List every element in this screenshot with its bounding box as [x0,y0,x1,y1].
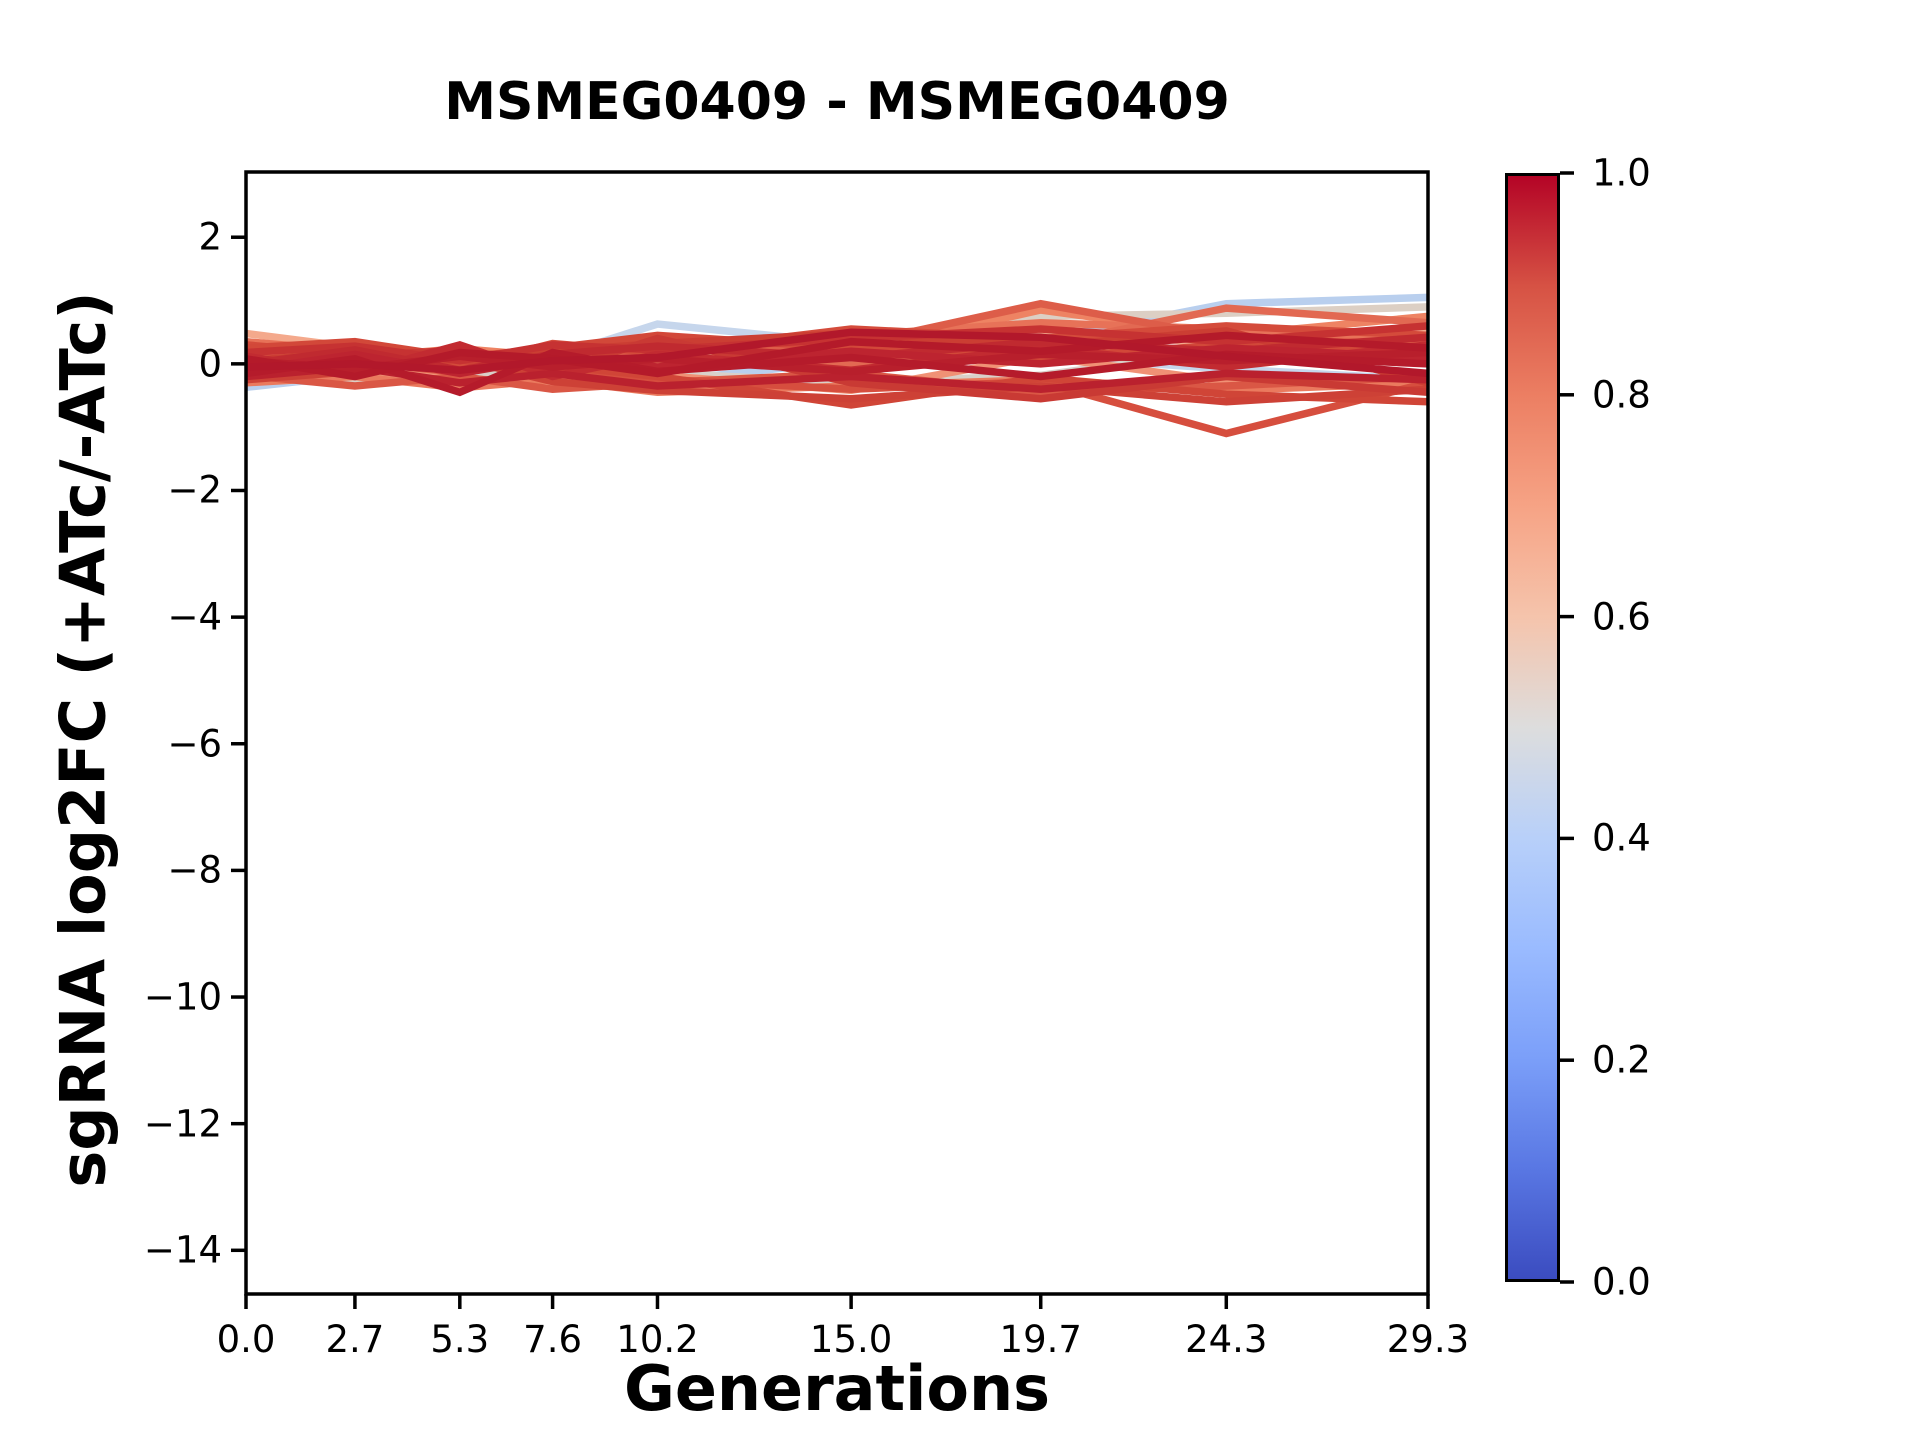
x-tick-label: 5.3 [430,1318,490,1361]
colorbar-tick-label: 0.2 [1592,1038,1651,1082]
colorbar-tick-label: 0.4 [1592,816,1651,860]
series-line [245,328,1429,378]
x-tick-label: 29.3 [1386,1318,1470,1361]
series-lines-group [245,293,1429,438]
y-tick-label: 2 [198,215,222,259]
axes-group [231,170,1574,1309]
x-tick-label: 0.0 [216,1318,276,1361]
x-tick-label: 10.2 [616,1318,699,1361]
y-tick-label: 0 [198,342,222,386]
y-tick-label: −2 [167,468,222,512]
y-tick-label: −4 [167,595,222,639]
x-tick-label: 2.7 [325,1318,385,1361]
x-tick-label: 24.3 [1185,1318,1268,1361]
chart-title: MSMEG0409 - MSMEG0409 [444,72,1230,132]
colorbar-tick-label: 0.0 [1592,1260,1651,1304]
y-tick-label: −10 [143,975,222,1019]
x-tick-label: 15.0 [809,1318,893,1361]
x-tick-label: 19.7 [999,1318,1082,1361]
colorbar-tick-label: 0.8 [1592,373,1651,417]
x-tick-label: 7.6 [523,1318,583,1361]
y-tick-label: −6 [167,722,222,766]
y-tick-label: −12 [143,1102,222,1146]
x-axis-label: Generations [623,1352,1051,1425]
y-tick-label: −14 [143,1228,222,1272]
y-tick-label: −8 [167,848,222,892]
colorbar [1505,173,1560,1282]
colorbar-tick-label: 0.6 [1592,595,1651,639]
colorbar-tick-label: 1.0 [1592,151,1651,195]
plot-frame [244,170,1430,1296]
